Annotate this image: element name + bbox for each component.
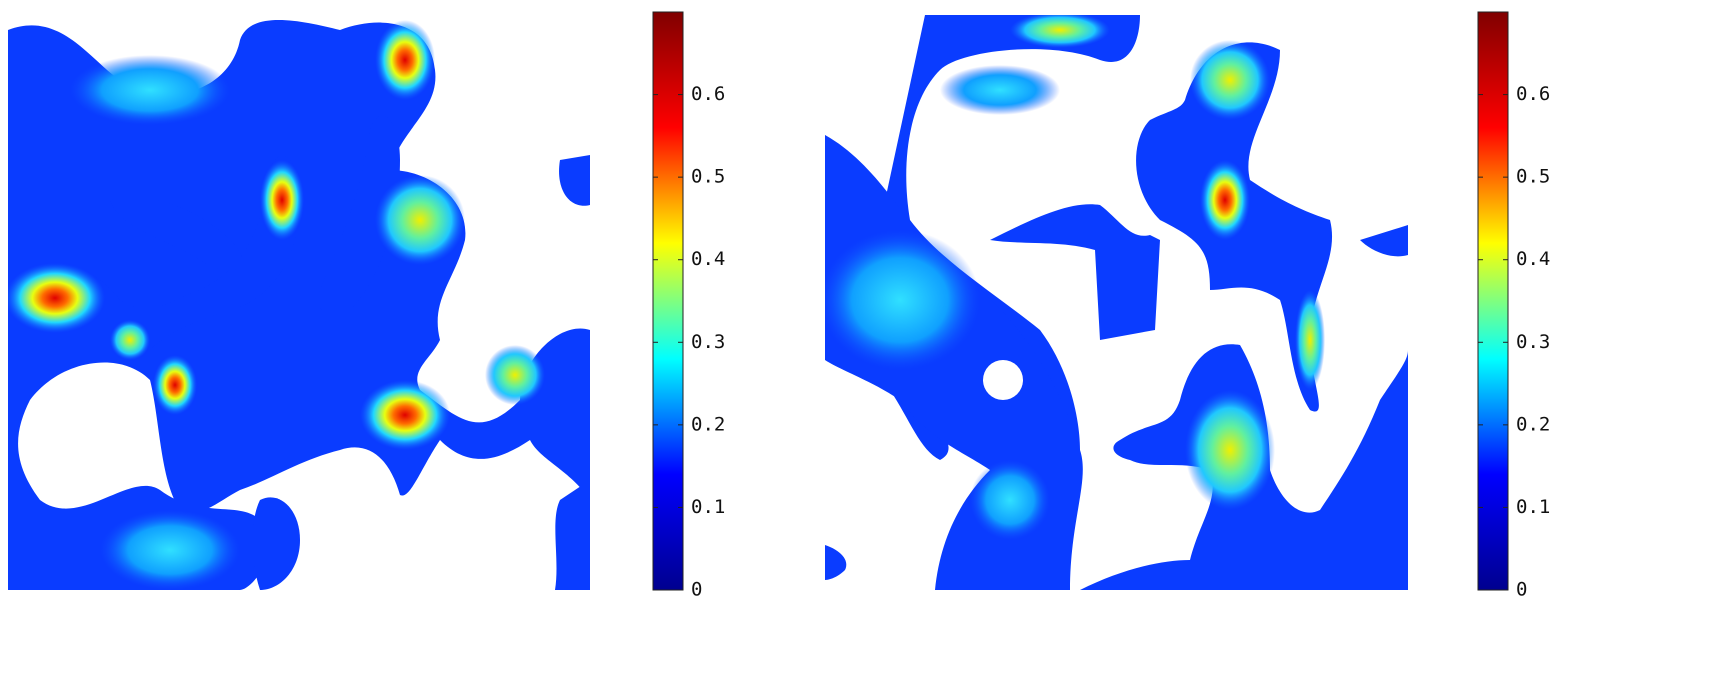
- field-left: [8, 20, 590, 590]
- colorbar-tick-label: 0.1: [691, 496, 725, 518]
- colorbar-tick-label: 0.4: [691, 248, 725, 270]
- field-right: [825, 15, 1408, 590]
- colorbar-tick-label: 0.5: [691, 166, 725, 188]
- colorbar-tick-label: 0.6: [1516, 83, 1550, 105]
- colorbar: [1477, 11, 1509, 591]
- colorbar: [652, 11, 684, 591]
- colorbar-tick-label: 0.3: [691, 331, 725, 353]
- colorbar-tick-label: 0.6: [691, 83, 725, 105]
- colorbar-tick-label: 0.5: [1516, 166, 1550, 188]
- colorbar-tick-label: 0.2: [1516, 413, 1550, 435]
- colorbar-tick-label: 0.4: [1516, 248, 1550, 270]
- colorbar-tick-label: 0: [1516, 579, 1527, 601]
- colorbar-tick-label: 0: [691, 579, 702, 601]
- colorbar-tick-label: 0.3: [1516, 331, 1550, 353]
- colorbar-tick-label: 0.2: [691, 413, 725, 435]
- colorbar-tick-label: 0.1: [1516, 496, 1550, 518]
